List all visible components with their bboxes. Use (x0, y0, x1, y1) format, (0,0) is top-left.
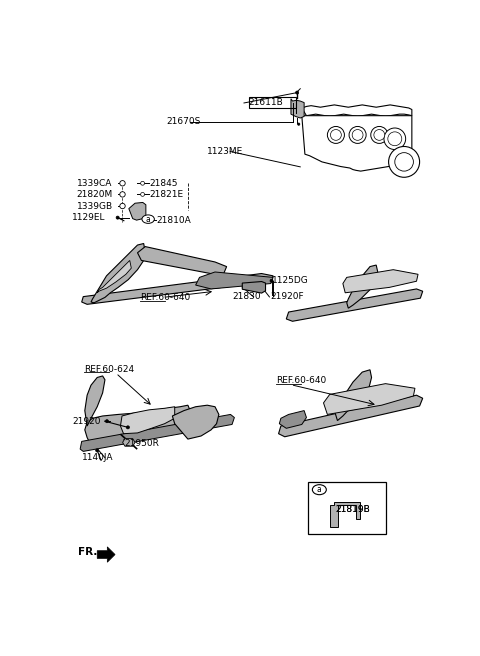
Circle shape (270, 279, 273, 282)
Polygon shape (196, 272, 273, 289)
Polygon shape (343, 270, 418, 293)
Circle shape (120, 192, 124, 196)
Polygon shape (82, 274, 273, 304)
Text: 21845: 21845 (149, 179, 178, 188)
Circle shape (395, 153, 413, 171)
Circle shape (389, 146, 420, 177)
Polygon shape (91, 243, 145, 303)
Circle shape (120, 180, 125, 186)
Circle shape (116, 216, 119, 219)
Text: 21810A: 21810A (157, 216, 192, 224)
Circle shape (298, 123, 300, 125)
Text: 1140JA: 1140JA (82, 453, 113, 462)
Text: REF.60-640: REF.60-640 (276, 377, 326, 385)
Polygon shape (80, 415, 234, 451)
Polygon shape (302, 115, 412, 171)
Polygon shape (330, 502, 360, 527)
Text: 1123ME: 1123ME (207, 147, 243, 156)
Circle shape (349, 127, 366, 144)
Polygon shape (97, 547, 115, 562)
Polygon shape (335, 370, 372, 420)
FancyBboxPatch shape (309, 482, 386, 535)
Polygon shape (286, 289, 423, 321)
Circle shape (120, 192, 125, 197)
Circle shape (120, 181, 124, 185)
Text: 21920F: 21920F (270, 293, 304, 301)
Polygon shape (97, 260, 132, 293)
Text: 1339GB: 1339GB (77, 201, 113, 211)
Text: 21611B: 21611B (248, 98, 283, 108)
Text: a: a (317, 485, 322, 494)
Text: 1129EL: 1129EL (72, 213, 106, 222)
Polygon shape (278, 395, 423, 437)
Polygon shape (291, 99, 304, 118)
Polygon shape (242, 281, 265, 293)
Circle shape (126, 426, 130, 429)
Circle shape (374, 129, 385, 140)
Polygon shape (347, 265, 378, 308)
Circle shape (388, 132, 402, 146)
Circle shape (327, 127, 345, 144)
Polygon shape (302, 105, 412, 117)
Text: 21950R: 21950R (124, 439, 159, 448)
Text: 1125DG: 1125DG (272, 276, 309, 285)
Circle shape (296, 91, 299, 94)
Polygon shape (137, 247, 227, 276)
Text: FR.: FR. (78, 546, 97, 556)
Text: REF.60-624: REF.60-624 (84, 365, 134, 374)
Circle shape (371, 127, 388, 144)
Text: 21670S: 21670S (166, 117, 200, 126)
Polygon shape (85, 376, 105, 426)
Ellipse shape (142, 215, 155, 224)
Circle shape (384, 128, 406, 150)
Circle shape (141, 181, 144, 185)
Text: 21830: 21830 (232, 293, 261, 301)
Circle shape (120, 204, 124, 208)
Text: 21819B: 21819B (335, 504, 370, 514)
Circle shape (141, 192, 144, 196)
Text: 21920: 21920 (72, 417, 100, 426)
Text: 1339CA: 1339CA (77, 179, 112, 188)
Ellipse shape (312, 485, 326, 495)
Circle shape (352, 129, 363, 140)
Polygon shape (85, 405, 190, 447)
Circle shape (120, 203, 125, 209)
Polygon shape (324, 384, 415, 415)
Circle shape (330, 129, 341, 140)
Text: REF.60-640: REF.60-640 (140, 293, 190, 302)
Polygon shape (129, 203, 146, 220)
Polygon shape (172, 405, 219, 439)
Text: 21821E: 21821E (149, 190, 183, 199)
Polygon shape (120, 407, 175, 434)
Text: 21820M: 21820M (77, 190, 113, 199)
Polygon shape (279, 411, 306, 428)
Text: 21819B: 21819B (335, 504, 370, 514)
Circle shape (96, 449, 99, 452)
Circle shape (106, 420, 108, 422)
Polygon shape (122, 439, 135, 446)
Text: a: a (146, 215, 151, 224)
